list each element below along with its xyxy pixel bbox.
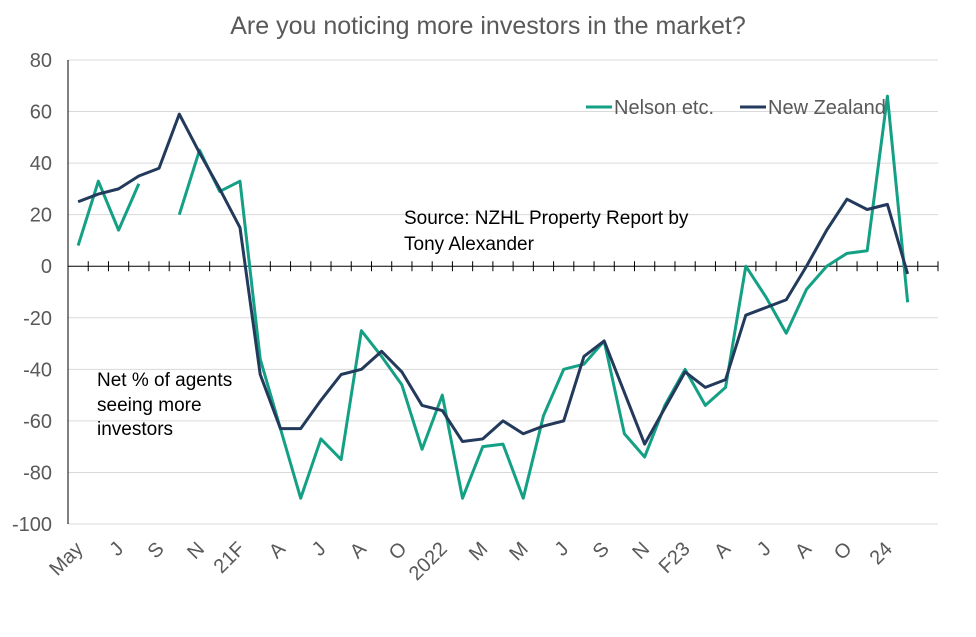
x-tick-label: N	[183, 538, 209, 564]
x-tick-label: J	[551, 538, 574, 561]
x-tick-label: A	[265, 538, 290, 563]
y-tick-label: 40	[30, 153, 52, 175]
y-tick-label: -80	[23, 462, 52, 484]
source-annotation: Source: NZHL Property Report by Tony Ale…	[404, 208, 689, 255]
x-tick-label: S	[589, 538, 614, 563]
y-axis-tick-labels: 80 60 40 20 0 -20 -40 -60 -80 -100	[12, 50, 52, 536]
legend: Nelson etc. New Zealand	[586, 97, 886, 119]
x-tick-label: F23	[655, 538, 695, 578]
x-tick-label: N	[628, 538, 654, 564]
x-tick-label: O	[385, 538, 412, 565]
x-tick-label: M	[465, 538, 492, 565]
series-line-nelson-etc	[76, 94, 910, 500]
x-tick-label: May	[45, 538, 87, 580]
x-tick-label: 24	[866, 538, 897, 569]
x-tick-label: A	[346, 538, 371, 563]
legend-label-new-zealand: New Zealand	[768, 97, 886, 119]
y-tick-label: -20	[23, 308, 52, 330]
chart-title: Are you noticing more investors in the m…	[230, 12, 746, 40]
y-note-line-1: Net % of agents	[97, 370, 232, 391]
y-note-line-2: seeing more	[97, 395, 202, 416]
x-tick-label: A	[710, 538, 735, 563]
y-tick-label: 0	[41, 256, 52, 278]
x-tick-label: A	[791, 538, 816, 563]
y-tick-label: -40	[23, 359, 52, 381]
y-measure-annotation: Net % of agents seeing more investors	[97, 370, 232, 440]
x-tick-label: J	[753, 538, 776, 561]
gridlines	[68, 59, 938, 525]
source-note-line-1: Source: NZHL Property Report by	[404, 208, 689, 229]
source-note-line-2: Tony Alexander	[404, 234, 535, 255]
y-tick-label: 60	[30, 102, 52, 124]
y-tick-label: 20	[30, 205, 52, 227]
x-tick-label: S	[144, 538, 169, 563]
legend-label-nelson: Nelson etc.	[614, 97, 714, 119]
series-lines	[76, 94, 910, 500]
x-axis-tick-marks	[87, 261, 939, 272]
x-tick-label: J	[105, 538, 128, 561]
x-tick-label: 2022	[405, 538, 452, 585]
y-tick-label: 80	[30, 50, 52, 72]
x-tick-label: O	[830, 538, 857, 565]
y-note-line-3: investors	[97, 419, 173, 440]
y-tick-label: -60	[23, 411, 52, 433]
y-tick-label: -100	[12, 514, 52, 536]
x-tick-label: 21F	[210, 538, 250, 578]
x-tick-label: J	[308, 538, 331, 561]
x-tick-label: M	[505, 538, 532, 565]
series-line-new-zealand	[77, 112, 910, 446]
